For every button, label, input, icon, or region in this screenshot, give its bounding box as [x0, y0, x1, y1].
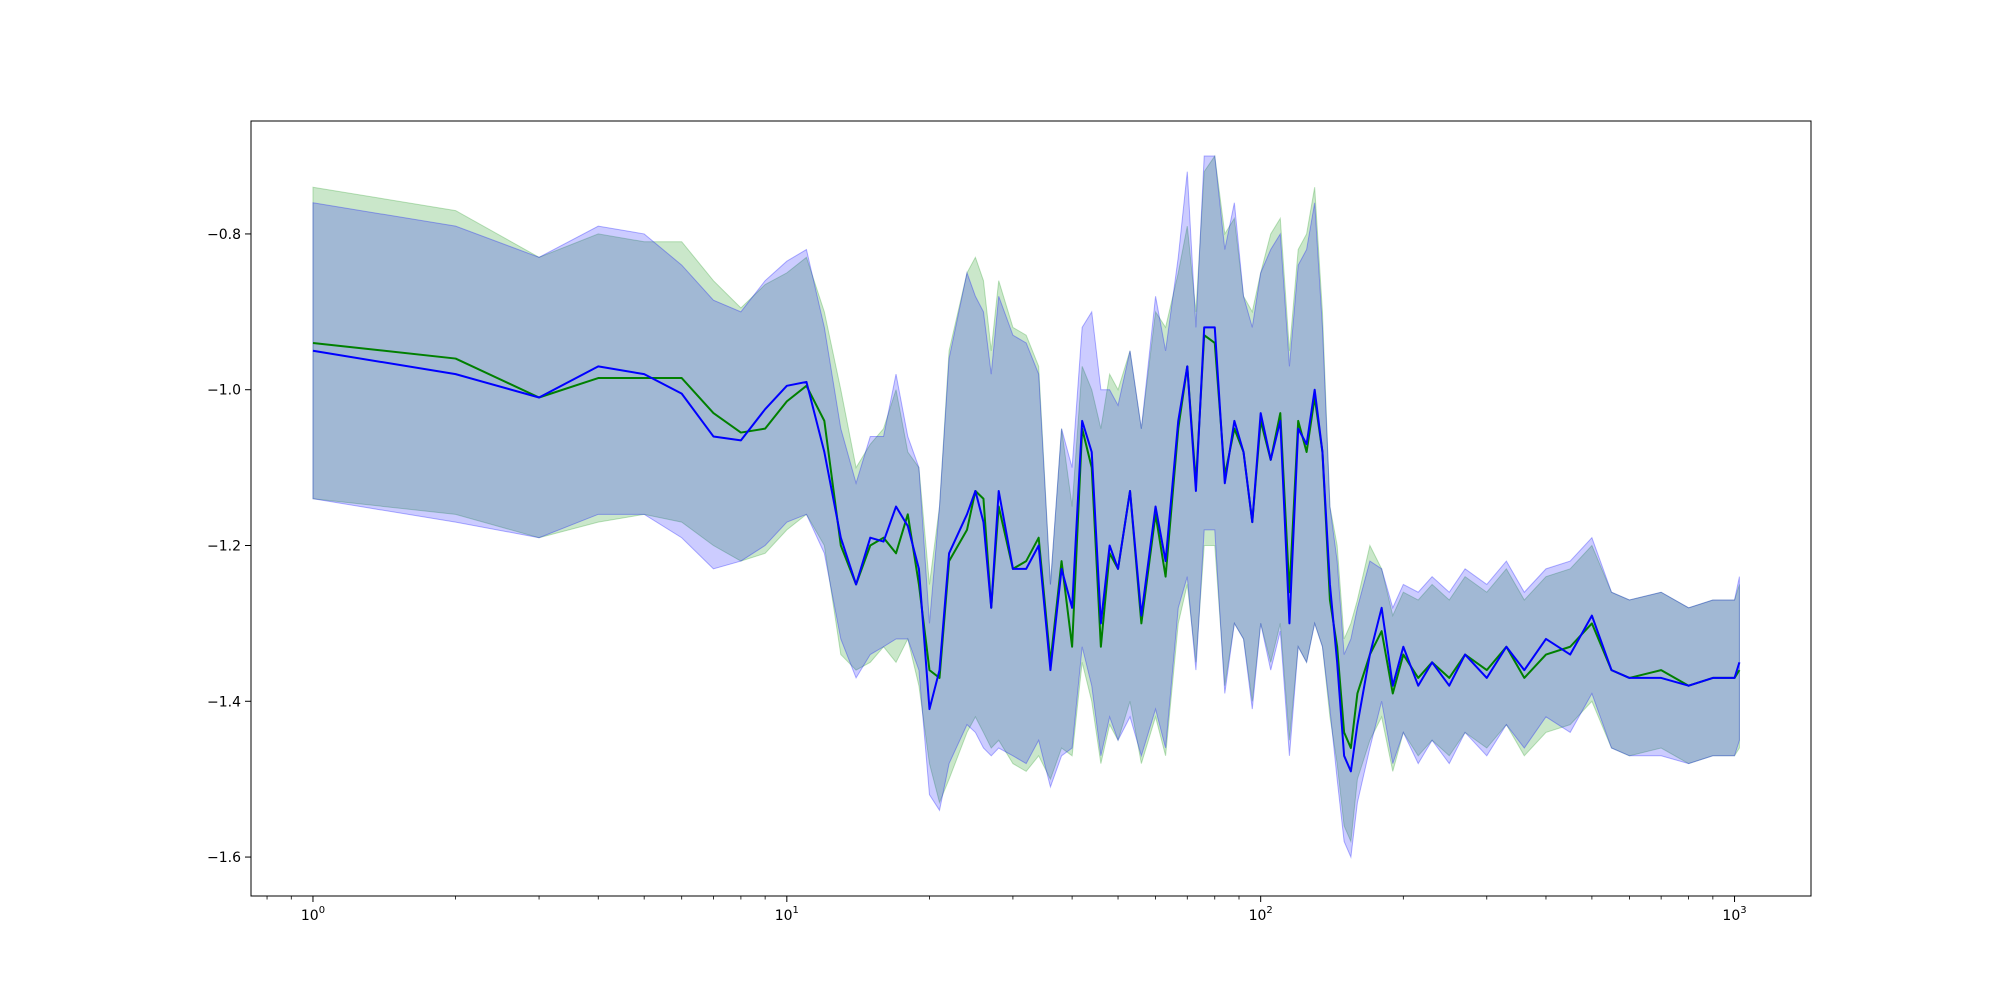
- y-tick-label: −1.2: [207, 538, 241, 554]
- x-tick-label: 101: [775, 905, 799, 924]
- series-lines: [312, 326, 1741, 773]
- line-series-2: [312, 326, 1741, 773]
- y-tick-label: −1.6: [207, 850, 241, 866]
- x-tick-label: 100: [301, 905, 325, 924]
- y-axis-ticks: −0.8 −1.0 −1.2 −1.4 −1.6: [207, 227, 251, 866]
- y-tick-label: −1.4: [207, 694, 241, 710]
- plot-frame: [250, 120, 1812, 897]
- confidence-bands: [312, 154, 1740, 859]
- y-tick-label: −1.0: [207, 383, 241, 399]
- x-tick-label: 102: [1249, 905, 1273, 924]
- x-axis-ticks: 100 101 102 103: [266, 896, 1747, 924]
- x-tick-exponent: 0: [319, 905, 325, 916]
- x-tick-exponent: 3: [1740, 905, 1746, 916]
- x-tick-label: 103: [1722, 905, 1746, 924]
- band-series-2: [312, 155, 1740, 859]
- y-tick-label: −0.8: [207, 227, 241, 243]
- x-tick-exponent: 1: [793, 905, 799, 916]
- x-tick-exponent: 2: [1266, 905, 1272, 916]
- band-series-1: [312, 154, 1740, 844]
